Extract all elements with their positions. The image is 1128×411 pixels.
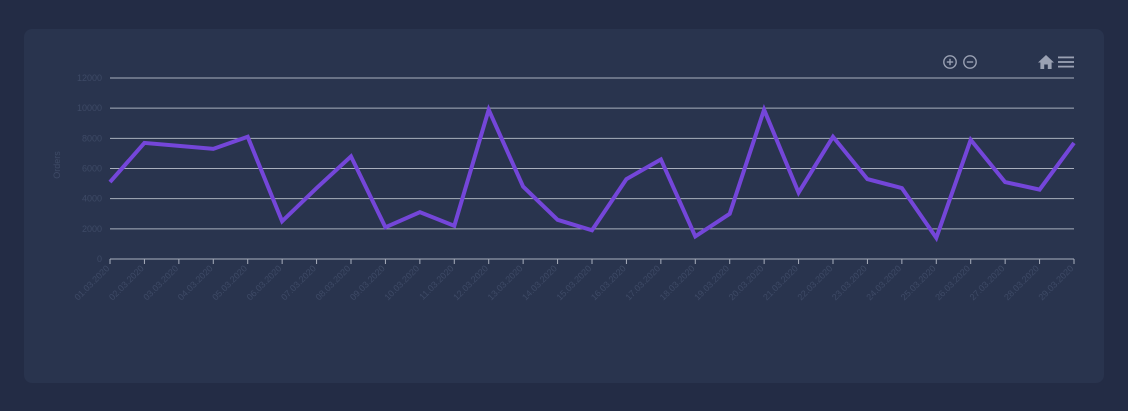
x-tick-label: 25.03.2020 <box>899 263 938 302</box>
x-tick-label: 29.03.2020 <box>1036 263 1075 302</box>
x-tick-label: 04.03.2020 <box>176 263 215 302</box>
series-line <box>108 103 1076 243</box>
x-tick-label: 03.03.2020 <box>141 263 180 302</box>
zoom-in-button[interactable] <box>941 53 959 71</box>
x-tick-label: 28.03.2020 <box>1002 263 1041 302</box>
x-tick-label: 19.03.2020 <box>692 263 731 302</box>
x-tick-label: 01.03.2020 <box>72 263 111 302</box>
x-tick-label: 14.03.2020 <box>520 263 559 302</box>
x-tick-label: 26.03.2020 <box>933 263 972 302</box>
x-tick-label: 22.03.2020 <box>795 263 834 302</box>
y-tick-label: 8000 <box>82 133 102 143</box>
x-axis-ticks: 01.03.202002.03.202003.03.202004.03.2020… <box>72 259 1075 302</box>
menu-icon <box>1058 56 1074 68</box>
x-tick-label: 12.03.2020 <box>451 263 490 302</box>
x-tick-label: 09.03.2020 <box>348 263 387 302</box>
y-tick-label: 6000 <box>82 164 102 174</box>
y-axis-title: Orders <box>52 151 62 179</box>
zoom-out-icon <box>963 55 977 69</box>
x-tick-label: 13.03.2020 <box>486 263 525 302</box>
zoom-out-button[interactable] <box>961 53 979 71</box>
x-tick-label: 20.03.2020 <box>727 263 766 302</box>
y-tick-label: 10000 <box>77 103 102 113</box>
home-icon <box>1038 55 1054 69</box>
x-tick-label: 02.03.2020 <box>107 263 146 302</box>
y-axis-ticks: 0 2000 4000 6000 8000 10000 12000 <box>77 73 102 264</box>
x-tick-label: 24.03.2020 <box>864 263 903 302</box>
reset-zoom-button[interactable] <box>1037 53 1055 71</box>
series-orders <box>108 103 1076 243</box>
y-tick-label: 2000 <box>82 224 102 234</box>
chart-menu-button[interactable] <box>1057 53 1075 71</box>
x-tick-label: 16.03.2020 <box>589 263 628 302</box>
x-tick-label: 07.03.2020 <box>279 263 318 302</box>
x-tick-label: 10.03.2020 <box>382 263 421 302</box>
x-tick-label: 18.03.2020 <box>658 263 697 302</box>
chart-toolbar <box>0 53 1128 73</box>
chart-card <box>24 29 1104 383</box>
x-tick-label: 06.03.2020 <box>245 263 284 302</box>
y-tick-label: 0 <box>97 254 102 264</box>
x-tick-label: 11.03.2020 <box>417 263 455 301</box>
x-tick-label: 17.03.2020 <box>623 263 662 302</box>
y-tick-label: 12000 <box>77 73 102 83</box>
y-tick-label: 4000 <box>82 194 102 204</box>
x-tick-label: 05.03.2020 <box>210 263 249 302</box>
x-tick-label: 15.03.2020 <box>554 263 593 302</box>
x-tick-label: 27.03.2020 <box>968 263 1007 302</box>
zoom-in-icon <box>943 55 957 69</box>
x-tick-label: 21.03.2020 <box>761 263 800 302</box>
gridlines <box>110 77 1074 230</box>
x-tick-label: 23.03.2020 <box>830 263 869 302</box>
x-tick-label: 08.03.2020 <box>313 263 352 302</box>
